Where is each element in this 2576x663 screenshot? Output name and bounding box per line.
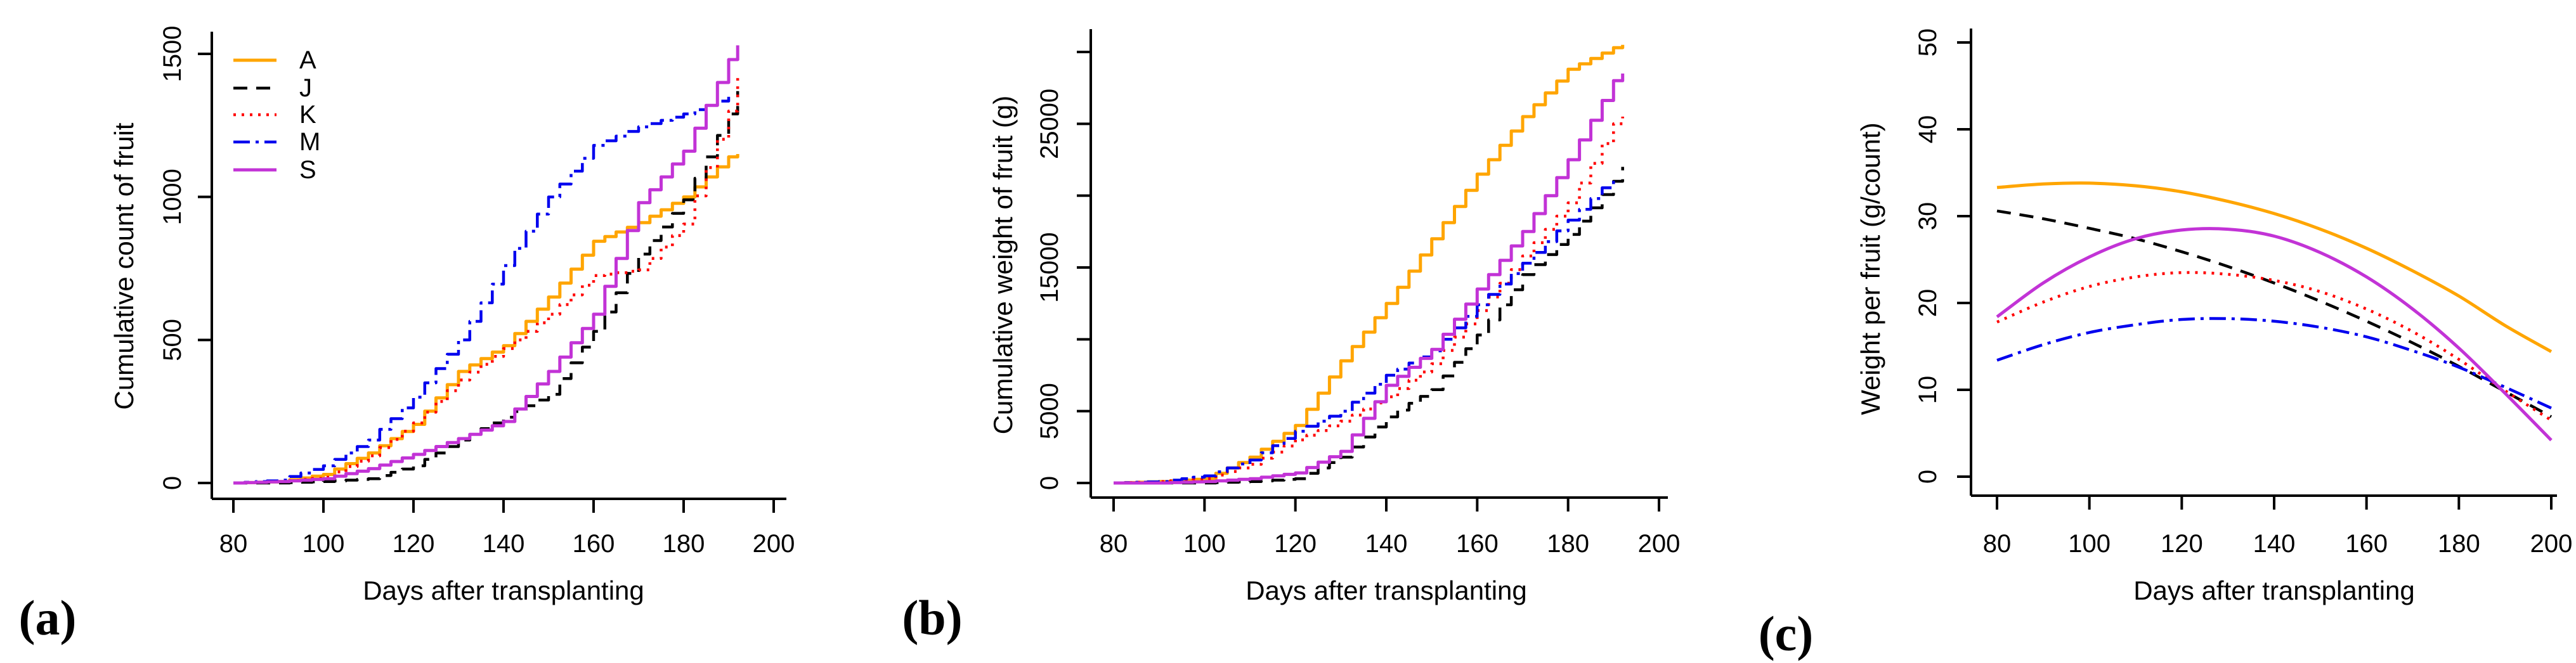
a-x-tick-label: 180 <box>663 530 705 558</box>
a-y-axis-title: Cumulative count of fruit <box>109 122 139 410</box>
legend-label-A: A <box>299 46 316 74</box>
panel-letter-a: (a) <box>18 590 77 645</box>
c-series-M-line <box>1996 317 2552 409</box>
b-x-tick-label: 100 <box>1183 530 1226 558</box>
c-x-tick-label: 200 <box>2530 530 2573 558</box>
panel-letter-b: (b) <box>902 590 963 645</box>
legend-label-K: K <box>299 101 316 129</box>
a-series-A-line <box>233 154 739 485</box>
a-y-tick-label: 1000 <box>159 169 186 225</box>
c-x-tick-label: 80 <box>1983 530 2012 558</box>
b-y-tick-label: 5000 <box>1036 383 1064 439</box>
c-y-tick-label: 0 <box>1914 470 1942 484</box>
c-y-tick-label: 10 <box>1914 376 1942 404</box>
b-x-tick-label: 180 <box>1547 530 1589 558</box>
a-x-tick-label: 100 <box>302 530 345 558</box>
b-y-tick-label: 0 <box>1036 476 1064 490</box>
b-series-A-line <box>1114 44 1625 485</box>
c-y-tick-label: 30 <box>1914 202 1942 231</box>
b-x-tick-label: 200 <box>1638 530 1681 558</box>
a-x-axis-title: Days after transplanting <box>363 576 644 605</box>
b-series-M-line <box>1114 177 1615 485</box>
a-y-tick-label: 0 <box>159 476 186 490</box>
b-y-axis-title: Cumulative weight of fruit (g) <box>988 95 1018 435</box>
b-y-tick-label: 15000 <box>1036 232 1064 302</box>
legend-label-J: J <box>299 74 312 102</box>
b-x-axis-title: Days after transplanting <box>1246 576 1527 605</box>
a-series-M-line <box>233 96 731 485</box>
c-x-tick-label: 140 <box>2253 530 2296 558</box>
a-series-S-line <box>233 45 739 485</box>
b-x-tick-label: 120 <box>1274 530 1317 558</box>
c-x-tick-label: 180 <box>2438 530 2480 558</box>
c-y-tick-label: 50 <box>1914 29 1942 57</box>
c-series-K-line <box>1996 271 2553 422</box>
b-series-J-line <box>1114 167 1624 485</box>
a-y-tick-label: 500 <box>159 319 186 361</box>
a-x-tick-label: 200 <box>753 530 795 558</box>
c-x-tick-label: 100 <box>2068 530 2111 558</box>
c-series-A-line <box>1996 181 2553 353</box>
panel-letter-c: (c) <box>1758 606 1814 661</box>
legend-label-S: S <box>299 156 316 184</box>
a-x-tick-label: 140 <box>483 530 525 558</box>
b-series-S-line <box>1114 74 1625 485</box>
a-x-tick-label: 80 <box>219 530 248 558</box>
c-x-tick-label: 160 <box>2345 530 2388 558</box>
c-x-axis-title: Days after transplanting <box>2133 576 2415 605</box>
c-y-tick-label: 20 <box>1914 289 1942 318</box>
c-y-axis-title: Weight per fruit (g/count) <box>1856 122 1885 415</box>
b-x-tick-label: 80 <box>1100 530 1128 558</box>
c-series-J-line <box>1996 209 2553 418</box>
a-series-K-line <box>233 74 739 485</box>
c-x-tick-label: 120 <box>2161 530 2203 558</box>
legend-label-M: M <box>299 128 320 156</box>
a-x-tick-label: 160 <box>573 530 615 558</box>
a-x-tick-label: 120 <box>393 530 435 558</box>
c-series-S-line <box>1996 227 2553 442</box>
a-y-tick-label: 1500 <box>159 26 186 82</box>
b-y-tick-label: 25000 <box>1036 89 1064 159</box>
b-x-tick-label: 140 <box>1365 530 1408 558</box>
c-y-tick-label: 40 <box>1914 115 1942 144</box>
b-series-K-line <box>1114 117 1624 485</box>
b-x-tick-label: 160 <box>1456 530 1499 558</box>
